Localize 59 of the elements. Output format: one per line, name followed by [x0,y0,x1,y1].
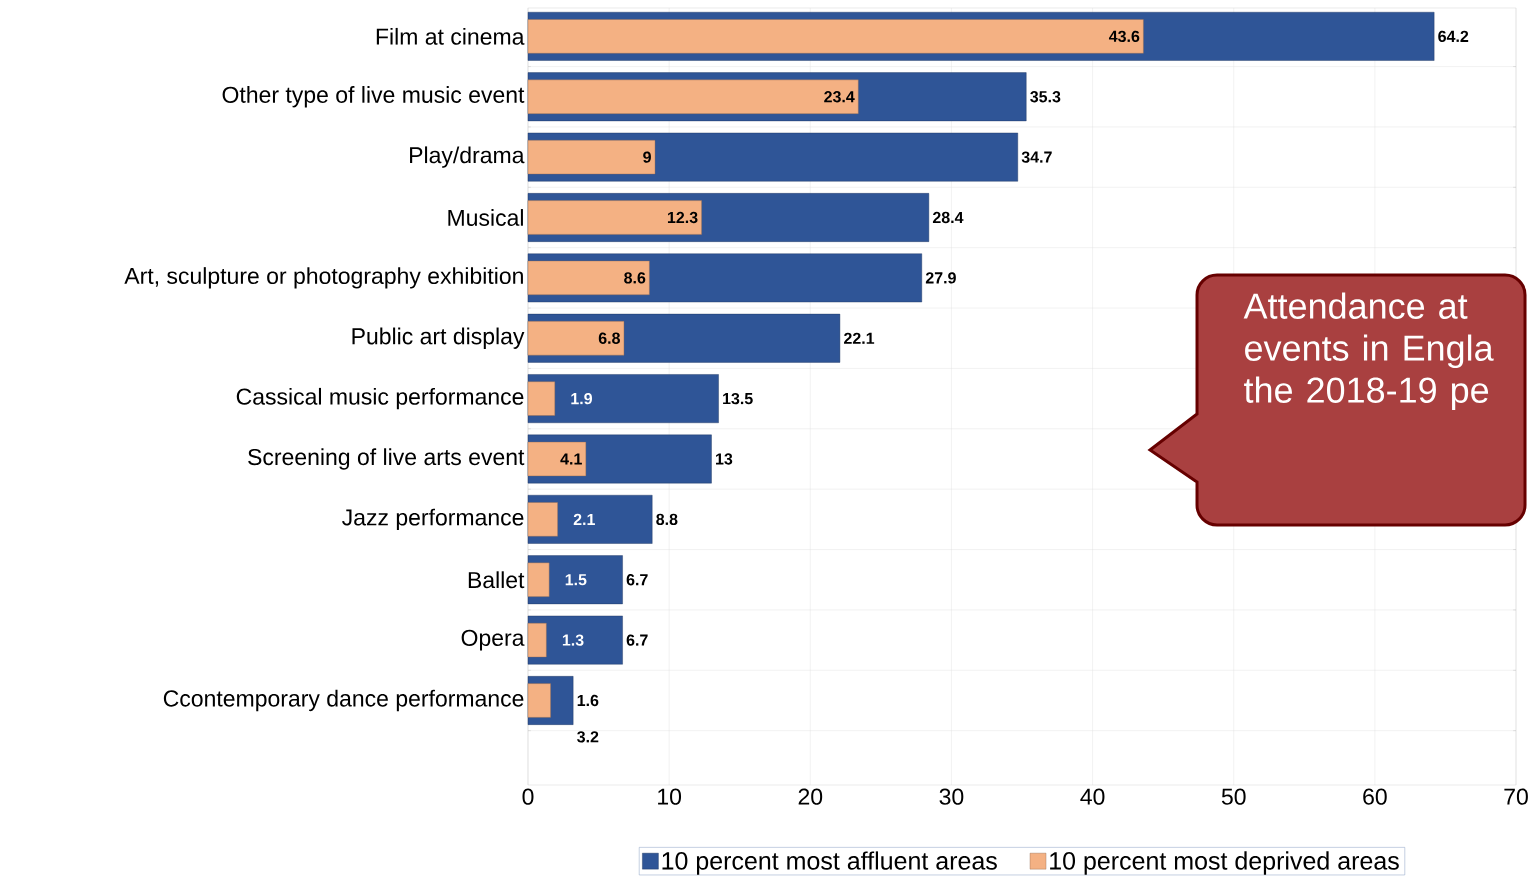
data-label: 35.3 [1030,91,1061,103]
x-tick-label: 70 [1504,788,1528,805]
y-tick-label: Other type of live music event [222,86,525,108]
legend-label: 10 percent most affluent areas [662,851,997,875]
x-tick-label: 20 [798,788,823,805]
x-tick-label: 50 [1221,788,1246,805]
data-label: 4.1 [560,453,582,465]
y-tick-label: Play/drama [410,146,525,168]
y-tick-label: Public art display [352,327,525,349]
data-label: 27.9 [925,272,956,284]
bar [527,200,702,235]
data-label: 8.6 [624,272,646,284]
bar [527,562,550,597]
data-label: 64.2 [1438,30,1469,43]
data-label: 6.7 [626,634,648,646]
y-tick-label: Opera [461,629,525,651]
y-tick-label: Ccontemporary dance performance [163,689,524,712]
x-tick-label: 30 [939,788,964,805]
data-label: 12.3 [667,211,698,224]
bar [527,260,650,295]
y-tick-label: Screening of live arts event [248,448,525,470]
bar [527,140,656,175]
data-label: 13 [716,453,733,465]
bar [527,623,547,658]
data-label: 22.1 [844,332,875,344]
data-label: 1.5 [565,574,587,586]
data-label: 1.9 [571,392,592,405]
y-tick-label: Musical [448,209,523,226]
bar [527,441,587,477]
data-label: 1.3 [562,634,584,646]
data-label: 43.6 [1108,30,1140,43]
data-label: 23.4 [824,91,855,103]
y-tick-label: Film at cinema [376,27,525,45]
annotation: Attendance at events in Engla the 2018-19 pe [1243,292,1494,411]
bar [527,79,859,114]
x-tick-label: 40 [1080,788,1105,805]
data-label: 1.6 [577,694,599,707]
data-label: 34.7 [1021,151,1052,163]
y-tick-label: Art, sculpture or photography exhibition [124,267,523,289]
bar [527,321,625,356]
legend-label: 10 percent most deprived areas [1050,851,1399,875]
bar [527,19,1144,54]
bar [527,683,551,718]
x-tick-label: 0 [522,788,534,805]
data-label: 9 [643,151,651,163]
bar [527,502,558,537]
data-label: 3.2 [577,731,599,743]
data-label: 28.4 [932,211,964,224]
y-tick-label: Ballet [468,571,525,589]
y-tick-label: Cassical music performance [236,387,524,410]
data-label: 8.8 [656,513,678,526]
bar [527,381,556,416]
y-tick-label: Jazz performance [342,508,524,531]
data-label: 2.1 [573,513,595,525]
x-tick-label: 60 [1363,788,1387,805]
data-label: 13.5 [723,392,753,405]
x-tick-label: 10 [658,788,682,805]
data-label: 6.8 [598,332,620,344]
data-label: 6.7 [626,574,648,586]
